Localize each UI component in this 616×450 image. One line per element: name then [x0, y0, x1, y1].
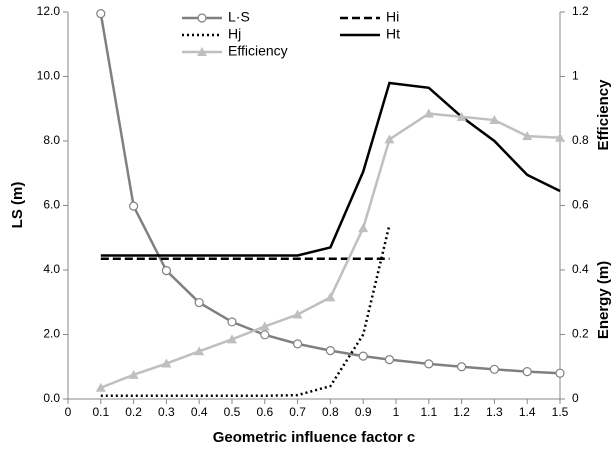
series-marker: [129, 201, 139, 211]
x-tick-label: 0.1: [92, 405, 109, 419]
series-line: [100, 224, 391, 398]
x-tick-label: 0.3: [158, 405, 175, 419]
series-marker: [227, 334, 237, 344]
series-marker: [456, 111, 467, 121]
x-tick-label: 0: [65, 405, 72, 419]
x-tick-label: 1.4: [519, 405, 536, 419]
x-tick-label: 0.8: [322, 405, 339, 419]
series-marker: [489, 115, 500, 125]
y2-tick-label: 1: [572, 69, 579, 83]
series-marker: [423, 108, 434, 118]
series-marker: [95, 382, 106, 392]
y-axis-label: LS (m): [9, 182, 26, 229]
y2-tick-label: 1.2: [572, 4, 589, 18]
series-marker: [194, 297, 204, 308]
legend-label: Ht: [386, 26, 400, 42]
series-marker: [522, 131, 533, 141]
y2-tick-label: 0.8: [572, 133, 589, 147]
legend-label: Hj: [228, 26, 241, 42]
series-marker: [489, 364, 499, 374]
series-marker: [555, 132, 565, 142]
y2-tick-label: 0.6: [572, 198, 589, 212]
series-marker: [384, 134, 395, 144]
series-marker: [384, 355, 395, 365]
y2-axis-label: Efficiency: [595, 79, 612, 151]
x-tick-label: 0.7: [289, 405, 306, 419]
series-marker: [161, 358, 172, 368]
legend-marker: [197, 47, 207, 56]
x-tick-label: 1.2: [453, 405, 470, 419]
series-marker: [96, 9, 106, 19]
series-marker: [227, 317, 237, 327]
x-tick-label: 1.3: [486, 405, 503, 419]
y2-tick-label: 0: [572, 391, 579, 405]
legend-label: L·S: [228, 9, 250, 25]
y2-tick-label: 0.4: [572, 262, 589, 276]
series-marker: [292, 309, 303, 319]
legend-label: Efficiency: [228, 43, 288, 59]
x-tick-label: 1.5: [552, 405, 569, 419]
series-line: [99, 13, 561, 375]
series-marker: [358, 223, 369, 233]
x-tick-label: 0.4: [191, 405, 208, 419]
y2-tick-label: 0.2: [572, 327, 589, 341]
series-line: [100, 81, 561, 257]
x-axis-label: Geometric influence factor c: [213, 429, 416, 446]
series-marker: [161, 266, 171, 276]
legend-label: Hi: [386, 9, 399, 25]
y-tick-label: 10.0: [37, 69, 61, 83]
x-tick-label: 0.2: [125, 405, 142, 419]
series-marker: [358, 351, 368, 361]
series-marker: [259, 321, 270, 331]
y-tick-label: 12.0: [37, 4, 61, 18]
y-tick-label: 8.0: [43, 133, 60, 147]
series-marker: [325, 292, 336, 302]
x-tick-label: 1: [393, 405, 400, 419]
y-tick-label: 0.0: [43, 391, 60, 405]
y-tick-label: 6.0: [43, 198, 60, 212]
x-tick-label: 0.9: [355, 405, 372, 419]
legend-marker: [197, 13, 207, 23]
series-marker: [555, 368, 565, 378]
x-tick-label: 1.1: [420, 405, 437, 419]
x-tick-label: 0.5: [224, 405, 241, 419]
series-marker: [128, 369, 139, 379]
y2-axis-label: Energy (m): [595, 261, 612, 339]
series-marker: [194, 346, 205, 356]
series-marker: [325, 346, 335, 356]
series-marker: [424, 359, 434, 369]
series-marker: [522, 366, 532, 377]
series-marker: [260, 330, 270, 340]
y-tick-label: 2.0: [43, 327, 60, 341]
series-marker: [293, 339, 303, 349]
series-marker: [457, 362, 467, 372]
x-tick-label: 0.6: [256, 405, 273, 419]
y-tick-label: 4.0: [43, 262, 60, 276]
